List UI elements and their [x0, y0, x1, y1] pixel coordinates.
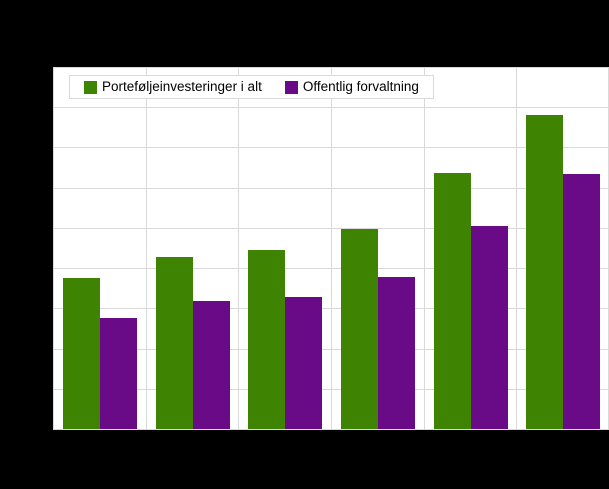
v-gridline	[331, 67, 332, 429]
bar-series-0-group-3[interactable]	[341, 228, 379, 429]
legend-label: Porteføljeinvesteringer i alt	[102, 79, 262, 94]
bar-group	[331, 67, 424, 429]
v-gridline	[145, 67, 147, 429]
bar-series-0-group-0[interactable]	[63, 277, 100, 429]
bar-groups	[53, 67, 609, 429]
v-gridline	[423, 67, 425, 429]
legend-item-portefoljeinvesteringer-i-alt[interactable]: Porteføljeinvesteringer i alt	[84, 76, 262, 98]
bar-series-0-group-4[interactable]	[433, 172, 471, 429]
bar-series-0-group-5[interactable]	[526, 114, 564, 429]
bar-group	[53, 67, 146, 429]
bar-group	[146, 67, 239, 429]
v-gridline	[53, 67, 54, 429]
bar-series-1-group-1[interactable]	[192, 300, 230, 429]
bar-group	[516, 67, 609, 429]
bar-series-1-group-3[interactable]	[378, 276, 416, 429]
legend-swatch-green-icon	[84, 80, 97, 94]
bar-series-0-group-2[interactable]	[248, 249, 286, 429]
legend-label: Offentlig forvaltning	[302, 79, 419, 94]
plot-area: Porteføljeinvesteringer i alt Offentlig …	[53, 67, 609, 431]
bar-group	[238, 67, 331, 429]
v-gridline	[516, 67, 518, 429]
bar-series-1-group-0[interactable]	[100, 318, 137, 429]
bar-series-1-group-2[interactable]	[285, 296, 323, 429]
bar-group	[424, 67, 517, 429]
bar-series-1-group-5[interactable]	[563, 174, 601, 429]
legend: Porteføljeinvesteringer i alt Offentlig …	[69, 75, 434, 99]
legend-swatch-purple-icon	[284, 80, 298, 94]
bar-series-0-group-1[interactable]	[155, 256, 193, 429]
bar-series-1-group-4[interactable]	[470, 225, 508, 429]
legend-item-offentlig-forvaltning[interactable]: Offentlig forvaltning	[284, 76, 419, 98]
v-gridline	[238, 67, 240, 429]
h-gridline	[53, 429, 609, 430]
